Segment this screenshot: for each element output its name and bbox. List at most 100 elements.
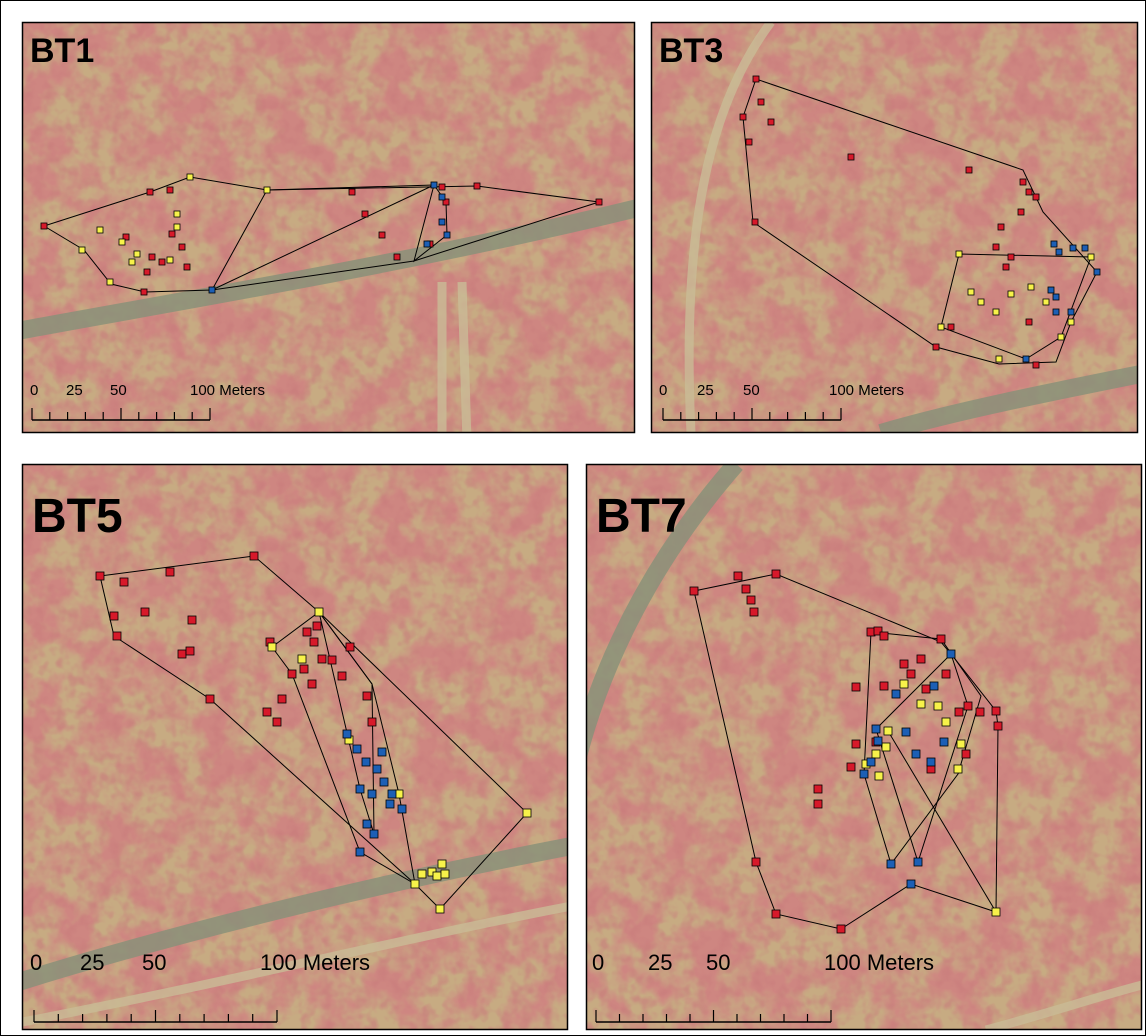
location-point [996, 356, 1002, 362]
location-point [937, 635, 945, 643]
scale-label: 0 [30, 382, 38, 399]
location-point [97, 227, 103, 233]
location-point [860, 770, 868, 778]
location-point [368, 718, 376, 726]
location-point [379, 232, 385, 238]
location-point [318, 655, 326, 663]
location-point [1020, 179, 1026, 185]
scale-label: 100 Meters [260, 950, 370, 975]
location-point [998, 224, 1004, 230]
location-point [356, 848, 364, 856]
location-point [184, 264, 190, 270]
location-point [933, 344, 939, 350]
location-point [141, 289, 147, 295]
location-point [346, 643, 354, 651]
location-point [875, 772, 883, 780]
location-point [942, 718, 950, 726]
location-point [174, 224, 180, 230]
location-point [750, 608, 758, 616]
location-point [398, 805, 406, 813]
figure: BT102550100 MetersBT302550100 MetersBT50… [0, 0, 1146, 1036]
location-point [362, 211, 368, 217]
location-point [742, 585, 750, 593]
location-point [141, 608, 149, 616]
location-point [300, 665, 308, 673]
location-point [1043, 299, 1049, 305]
location-point [363, 820, 371, 828]
location-point [848, 154, 854, 160]
aerial-image [651, 22, 1146, 433]
location-point [964, 702, 972, 710]
scale-label: 25 [66, 382, 83, 399]
location-point [948, 324, 954, 330]
location-point [380, 778, 388, 786]
location-point [310, 638, 318, 646]
location-point [113, 632, 121, 640]
location-point [439, 184, 445, 190]
location-point [772, 570, 780, 578]
panel-label: BT5 [32, 490, 123, 543]
scale-label: 25 [80, 950, 104, 975]
scale-label: 0 [659, 382, 667, 399]
location-point [837, 925, 845, 933]
location-point [596, 199, 602, 205]
location-point [129, 259, 135, 265]
location-point [942, 670, 950, 678]
scale-label: 50 [110, 382, 127, 399]
location-point [278, 695, 286, 703]
location-point [1053, 309, 1059, 315]
location-point [968, 289, 974, 295]
location-point [772, 910, 780, 918]
location-point [96, 572, 104, 580]
location-point [1070, 245, 1076, 251]
location-point [167, 187, 173, 193]
location-point [1033, 362, 1039, 368]
location-point [1023, 356, 1029, 362]
location-point [880, 682, 888, 690]
location-point [1026, 189, 1032, 195]
location-point [892, 690, 900, 698]
location-point [957, 740, 965, 748]
location-point [994, 722, 1002, 730]
location-point [356, 785, 364, 793]
location-point [394, 254, 400, 260]
location-point [209, 287, 215, 293]
location-point [206, 695, 214, 703]
location-point [962, 750, 970, 758]
location-point [298, 655, 306, 663]
location-point [872, 750, 880, 758]
location-point [1056, 249, 1062, 255]
location-point [993, 244, 999, 250]
location-point [1053, 294, 1059, 300]
location-point [41, 223, 47, 229]
location-point [110, 612, 118, 620]
location-point [438, 860, 446, 868]
location-point [1008, 254, 1014, 260]
location-point [178, 650, 186, 658]
location-point [411, 880, 419, 888]
location-point [922, 685, 930, 693]
location-point [900, 680, 908, 688]
location-point [373, 765, 381, 773]
location-point [79, 247, 85, 253]
location-point [874, 737, 882, 745]
scale-label: 50 [142, 950, 166, 975]
location-point [917, 700, 925, 708]
location-point [884, 727, 892, 735]
location-point [368, 790, 376, 798]
location-point [378, 748, 386, 756]
location-point [1028, 284, 1034, 290]
location-point [134, 251, 140, 257]
location-point [264, 187, 270, 193]
location-point [169, 231, 175, 237]
location-point [370, 830, 378, 838]
location-point [966, 167, 972, 173]
location-point [902, 728, 910, 736]
location-point [119, 239, 125, 245]
location-point [1082, 245, 1088, 251]
location-point [1058, 334, 1064, 340]
location-point [887, 860, 895, 868]
location-point [439, 219, 445, 225]
map-panel: BT702550100 Meters [576, 464, 1146, 1030]
location-point [315, 608, 323, 616]
